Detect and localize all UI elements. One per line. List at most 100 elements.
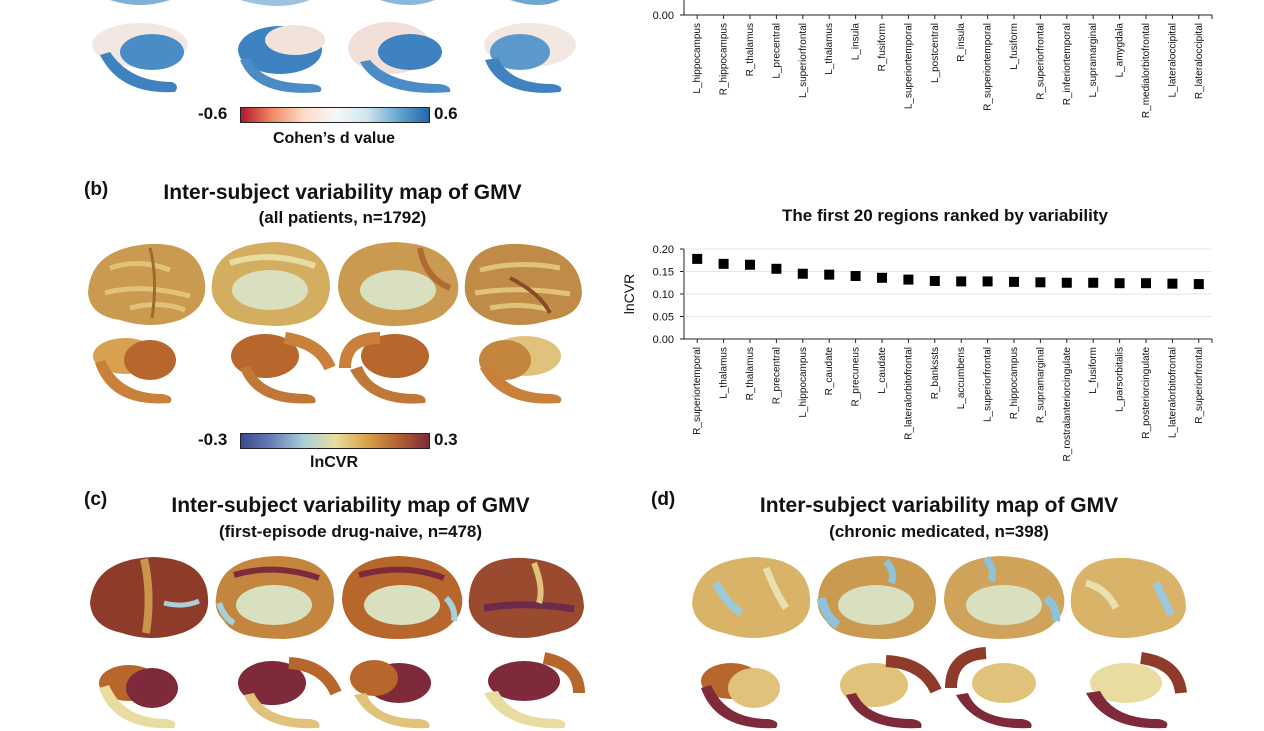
data-point <box>1088 277 1099 288</box>
subcortical-view-2 <box>238 25 325 93</box>
x-tick-label: L_insula <box>851 23 862 61</box>
subcortical-c-2 <box>238 657 342 729</box>
subcortical-c-3 <box>350 660 431 729</box>
colorbar-b-title: lnCVR <box>310 454 358 471</box>
panel-d-subtitle: (chronic medicated, n=398) <box>829 522 1049 541</box>
y-tick-label: 0.10 <box>653 289 674 301</box>
x-tick-label: L_hippocampus <box>798 347 809 418</box>
panel-c-brain-maps <box>90 556 585 729</box>
x-tick-label: R_supramarginal <box>1035 347 1046 423</box>
x-tick-label: R_bankssts <box>930 347 941 399</box>
y-axis-label: lnCVR <box>621 274 637 314</box>
panel-d-brain-maps <box>692 555 1187 729</box>
subcortical-c-4 <box>484 652 585 729</box>
data-point <box>982 276 993 287</box>
data-point <box>797 268 808 279</box>
cortex-d-medial-left <box>816 556 936 639</box>
cortex-b-lateral-right <box>464 243 582 325</box>
x-tick-label: R_superiortemporal <box>692 347 703 435</box>
panel-c-letter: (c) <box>84 489 108 510</box>
x-tick-label: R_rostralanteriorcingulate <box>1062 347 1073 462</box>
data-point <box>1061 277 1072 288</box>
colorbar-b-max-label: 0.3 <box>434 430 458 449</box>
cortex-c-lateral-right <box>468 557 584 638</box>
data-point <box>877 272 887 283</box>
data-point <box>718 258 729 269</box>
panel-b-title: Inter-subject variability map of GMV <box>163 181 522 204</box>
x-tick-label: L_parsorbitalis <box>1115 347 1126 412</box>
panel-d-title: Inter-subject variability map of GMV <box>759 494 1119 517</box>
x-tick-label: L_caudate <box>877 347 888 394</box>
colorbar-a <box>240 107 430 123</box>
x-tick-label: R_superiorfrontal <box>1194 347 1205 424</box>
panel-a-subcortical-row <box>92 0 576 93</box>
chart-b-title: The first 20 regions ranked by variabili… <box>782 206 1108 225</box>
subcortical-view-4 <box>484 23 576 93</box>
data-point <box>929 275 940 286</box>
x-tick-label: R_insula <box>956 23 967 62</box>
x-tick-label: L_supramarginal <box>1088 23 1099 98</box>
x-tick-label: R_posteriorcingulate <box>1141 347 1152 439</box>
panel-c-subtitle: (first-episode drug-naive, n=478) <box>218 522 483 541</box>
x-tick-label: L_fusiform <box>1088 347 1099 394</box>
panel-b-subtitle: (all patients, n=1792) <box>258 208 427 227</box>
colorbar-b <box>240 433 430 449</box>
subcortical-d-1 <box>701 663 780 729</box>
x-tick-label: R_superiorfrontal <box>1035 23 1046 100</box>
panel-d-letter: (d) <box>651 489 676 510</box>
data-point <box>692 253 703 264</box>
colorbar-b-min-label: -0.3 <box>198 430 228 449</box>
data-point <box>1114 278 1125 289</box>
data-point <box>1193 279 1204 290</box>
x-tick-label: R_thalamus <box>745 347 756 400</box>
data-point <box>1141 278 1151 289</box>
data-point <box>824 269 835 280</box>
colorbar-a-title: Cohen’s d value <box>272 130 396 147</box>
cortex-c-lateral-left <box>90 557 209 638</box>
panel-b-brain-maps <box>88 242 582 404</box>
colorbar-a-min-label: -0.6 <box>198 104 228 123</box>
x-tick-label: R_thalamus <box>745 23 756 76</box>
x-tick-label: L_accumbens <box>956 347 967 409</box>
chart-b: 0.00 0.05 0.10 0.15 0.20 R_superiortemporal L_… <box>621 244 1213 462</box>
subcortical-view-3 <box>348 22 451 93</box>
x-tick-label: L_postcentral <box>930 23 941 83</box>
colorbar-a-max-label: 0.6 <box>434 104 458 123</box>
data-point <box>956 276 967 287</box>
subcortical-d-2 <box>840 655 942 729</box>
y-tick-label: 0.20 <box>653 244 674 256</box>
subcortical-c-1 <box>99 665 178 729</box>
cortex-d-medial-right <box>944 555 1065 639</box>
x-tick-label: L_hippocampus <box>692 23 703 94</box>
subcortical-view-1 <box>92 23 188 93</box>
data-point <box>1035 277 1046 288</box>
subcortical-b-2 <box>231 332 336 404</box>
y-tick-label: 0.00 <box>653 10 674 22</box>
x-tick-label: R_lateraloccipital <box>1194 23 1205 99</box>
x-tick-label: R_precentral <box>771 347 782 404</box>
x-tick-label: L_fusiform <box>1009 23 1020 70</box>
x-tick-label: R_lateralorbitofrontal <box>903 347 914 440</box>
cortex-d-lateral-left <box>692 557 811 638</box>
x-tick-label: R_precuneus <box>851 347 862 406</box>
x-tick-label: L_superiorfrontal <box>798 23 809 98</box>
subcortical-d-4 <box>1086 652 1187 729</box>
cortex-b-medial-right <box>338 242 459 326</box>
panel-c-title: Inter-subject variability map of GMV <box>171 494 530 517</box>
y-tick-label: 0.00 <box>653 334 674 346</box>
data-point <box>771 263 782 274</box>
x-tick-label: L_lateralorbitofrontal <box>1167 347 1178 438</box>
x-tick-label: L_thalamus <box>824 23 835 75</box>
x-tick-label: L_thalamus <box>719 347 730 399</box>
data-point <box>850 271 861 281</box>
x-tick-label: L_superiorfrontal <box>983 347 994 422</box>
x-tick-label: L_superiortemporal <box>903 23 914 109</box>
x-tick-label: L_amygdala <box>1115 23 1126 78</box>
subcortical-b-3 <box>339 332 429 404</box>
panel-b-letter: (b) <box>84 179 109 200</box>
y-tick-label: 0.05 <box>653 312 674 324</box>
cortex-b-medial-left <box>211 242 330 326</box>
x-tick-label: R_caudate <box>824 347 835 396</box>
x-tick-label: R_medialorbitofrontal <box>1141 23 1152 118</box>
x-tick-label: R_hippocampus <box>719 23 730 95</box>
